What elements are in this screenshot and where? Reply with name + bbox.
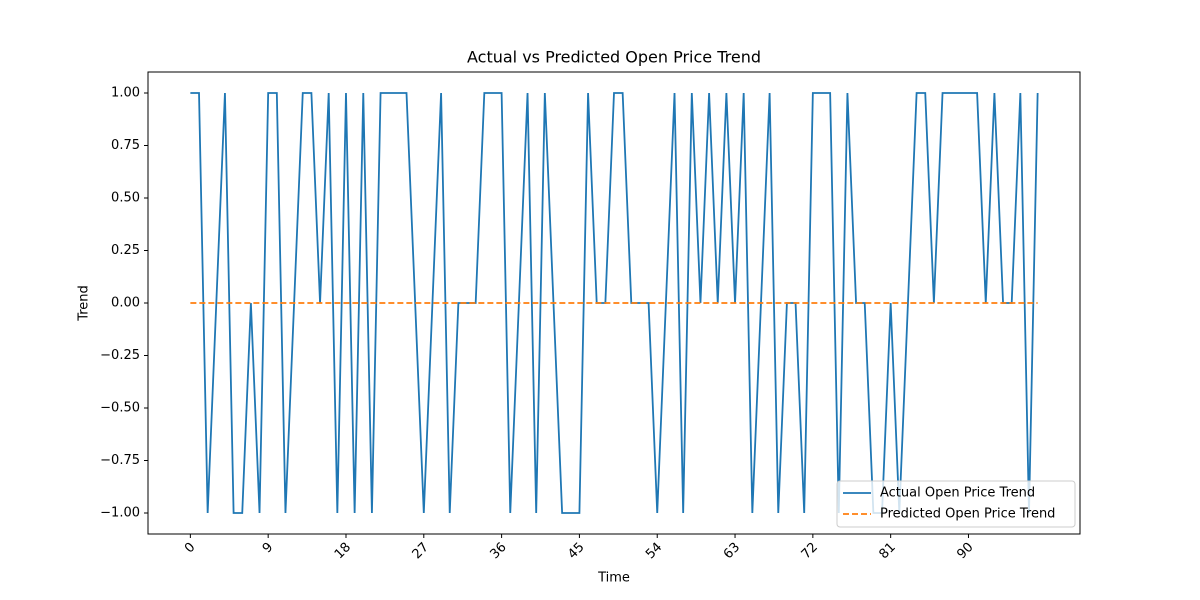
y-tick-label: 0.75 bbox=[111, 138, 140, 153]
y-tick-label: −0.50 bbox=[100, 401, 140, 416]
y-tick-label: 0.50 bbox=[111, 191, 140, 206]
y-tick-label: −1.00 bbox=[100, 506, 140, 521]
legend-label: Predicted Open Price Trend bbox=[880, 507, 1055, 522]
data-line bbox=[190, 92, 1039, 514]
y-tick-label: 1.00 bbox=[111, 86, 140, 101]
legend-label: Actual Open Price Trend bbox=[880, 486, 1035, 501]
chart-title: Actual vs Predicted Open Price Trend bbox=[467, 48, 761, 67]
y-tick-label: −0.25 bbox=[100, 348, 140, 363]
x-axis-label: Time bbox=[597, 571, 630, 586]
y-tick-label: 0.00 bbox=[111, 296, 140, 311]
y-tick-label: −0.75 bbox=[100, 453, 140, 468]
y-tick-label: 0.25 bbox=[111, 243, 140, 258]
plot-frame bbox=[147, 71, 1081, 535]
legend-box bbox=[836, 480, 1076, 528]
y-axis-label: Trend bbox=[77, 285, 92, 322]
